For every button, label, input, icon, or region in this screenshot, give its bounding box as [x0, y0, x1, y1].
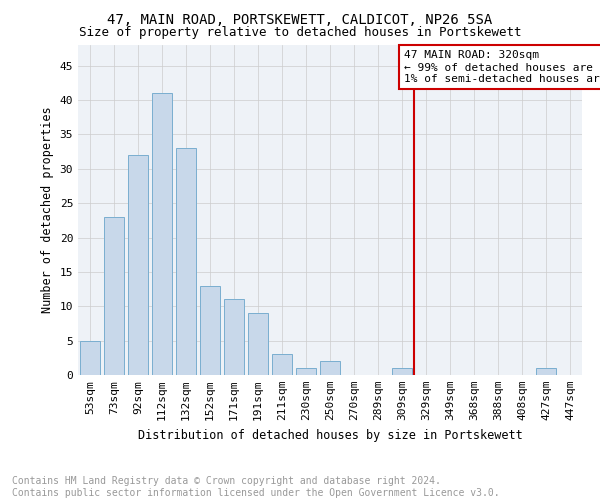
Bar: [248, 313, 268, 375]
Bar: [536, 368, 556, 375]
Bar: [200, 286, 220, 375]
Text: 47 MAIN ROAD: 320sqm
← 99% of detached houses are smaller (173)
1% of semi-detac: 47 MAIN ROAD: 320sqm ← 99% of detached h…: [404, 50, 600, 84]
Bar: [152, 93, 172, 375]
Text: Contains HM Land Registry data © Crown copyright and database right 2024.
Contai: Contains HM Land Registry data © Crown c…: [12, 476, 500, 498]
Text: Size of property relative to detached houses in Portskewett: Size of property relative to detached ho…: [79, 26, 521, 39]
Bar: [272, 354, 292, 375]
X-axis label: Distribution of detached houses by size in Portskewett: Distribution of detached houses by size …: [137, 428, 523, 442]
Bar: [80, 340, 100, 375]
Y-axis label: Number of detached properties: Number of detached properties: [41, 106, 54, 314]
Text: 47, MAIN ROAD, PORTSKEWETT, CALDICOT, NP26 5SA: 47, MAIN ROAD, PORTSKEWETT, CALDICOT, NP…: [107, 12, 493, 26]
Bar: [392, 368, 412, 375]
Bar: [176, 148, 196, 375]
Bar: [128, 155, 148, 375]
Bar: [296, 368, 316, 375]
Bar: [320, 361, 340, 375]
Bar: [104, 217, 124, 375]
Bar: [224, 300, 244, 375]
